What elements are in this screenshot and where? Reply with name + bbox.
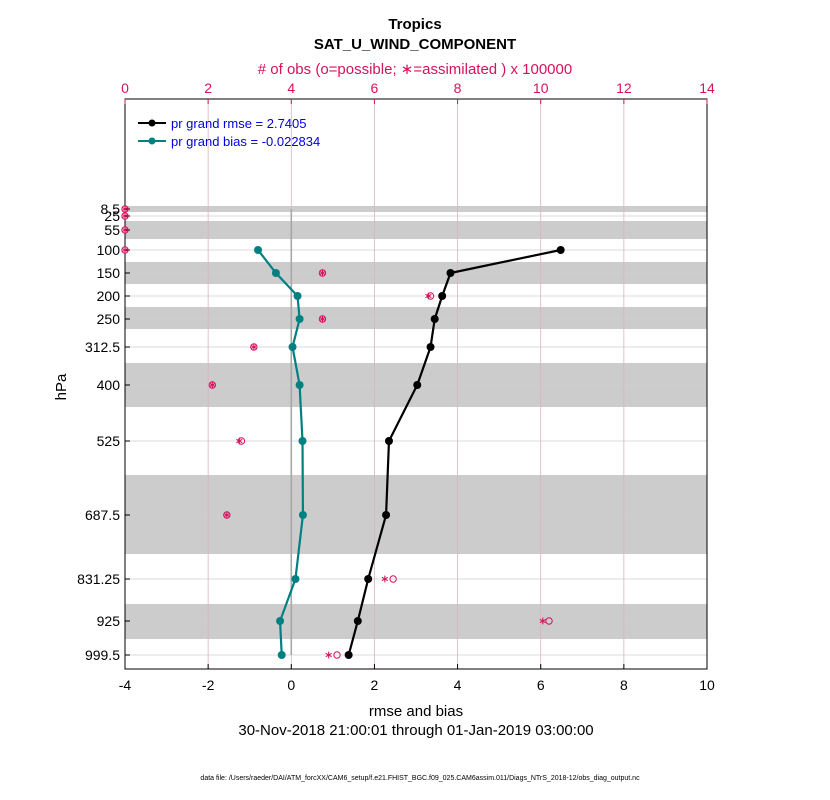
bias-point <box>271 269 280 277</box>
obs-possible-marker <box>333 651 341 659</box>
rmse-point <box>364 575 373 583</box>
pressure-band <box>125 307 707 329</box>
bottom-axis: -4 -2 0 2 4 6 8 10 <box>119 664 715 693</box>
bias-point <box>276 617 285 625</box>
x-tick-label: 8 <box>620 677 628 693</box>
obs-assimilated-marker <box>539 617 547 625</box>
y-tick-label: 525 <box>97 433 121 449</box>
x-tick-label: -4 <box>119 677 132 693</box>
y-tick-label: 925 <box>97 613 121 629</box>
footnote: data file: /Users/raeder/DAI/ATM_forcXX/… <box>200 775 640 782</box>
obs-assimilated-marker <box>223 511 231 519</box>
series-lines <box>254 246 565 659</box>
obs-possible-marker <box>545 617 553 625</box>
y-tick-label: 8.5 <box>101 201 121 217</box>
top-tick-label: 6 <box>371 80 379 96</box>
obs-possible-marker <box>426 292 435 300</box>
top-axis: 0 2 4 6 8 10 12 14 <box>121 80 715 104</box>
legend: pr grand rmse = 2.7405 pr grand bias = -… <box>138 116 320 149</box>
top-tick-label: 10 <box>533 80 549 96</box>
bias-point <box>295 315 304 323</box>
rmse-point <box>446 269 455 277</box>
rmse-point <box>438 292 447 300</box>
y-tick-label: 250 <box>97 311 121 327</box>
x-tick-label: -2 <box>202 677 215 693</box>
bias-point <box>295 381 304 389</box>
y-tick-label: 55 <box>104 222 120 238</box>
chart-title: Tropics <box>388 16 441 33</box>
obs-assimilated-marker <box>319 315 326 323</box>
pressure-band <box>125 604 707 639</box>
bias-point <box>291 575 300 583</box>
rmse-point <box>430 315 439 323</box>
obs-assimilated-marker <box>121 212 129 220</box>
bias-point <box>298 437 307 445</box>
top-tick-label: 2 <box>204 80 212 96</box>
date-range: 30-Nov-2018 21:00:01 through 01-Jan-2019… <box>238 722 593 739</box>
y-tick-label: 687.5 <box>85 507 120 523</box>
obs-assimilated-marker <box>381 575 389 583</box>
pressure-bands <box>125 206 707 639</box>
rmse-point <box>556 246 565 254</box>
plot-frame <box>124 98 708 670</box>
y-tick-label: 831.25 <box>77 571 120 587</box>
legend-bias-marker <box>148 137 156 145</box>
y-tick-label: 200 <box>97 288 121 304</box>
bias-point <box>277 651 286 659</box>
top-tick-label: 8 <box>454 80 462 96</box>
obs-assimilated-marker <box>319 269 326 277</box>
rmse-point <box>413 381 422 389</box>
top-tick-label: 12 <box>616 80 632 96</box>
obs-possible-marker <box>237 437 246 445</box>
obs-possible-marker <box>389 575 397 583</box>
pressure-band <box>125 475 707 554</box>
legend-bias-label: pr grand bias = -0.022834 <box>171 134 320 149</box>
legend-rmse-marker <box>148 119 156 127</box>
top-tick-label: 14 <box>699 80 715 96</box>
y-tick-label: 100 <box>97 242 121 258</box>
obs-assimilated-marker <box>425 292 432 300</box>
obs-assimilated-marker <box>250 343 258 351</box>
y-tick-label: 999.5 <box>85 647 120 663</box>
rmse-point <box>344 651 353 659</box>
x-tick-label: 6 <box>537 677 545 693</box>
bias-point <box>288 343 297 351</box>
legend-rmse-label: pr grand rmse = 2.7405 <box>171 116 307 131</box>
top-tick-label: 0 <box>121 80 129 96</box>
y-axis-label: hPa <box>53 373 70 400</box>
obs-assimilated-marker <box>121 246 129 254</box>
obs-assimilated-marker <box>121 205 129 213</box>
x-tick-label: 4 <box>454 677 462 693</box>
grid-lines <box>124 99 708 669</box>
bias-point <box>293 292 302 300</box>
chart-subtitle: SAT_U_WIND_COMPONENT <box>314 36 516 53</box>
top-tick-label: 4 <box>287 80 295 96</box>
x-tick-label: 10 <box>699 677 715 693</box>
obs-assimilated-marker <box>236 437 243 445</box>
x-axis-label: rmse and bias <box>369 703 463 720</box>
obs-markers <box>121 205 553 659</box>
y-tick-label: 150 <box>97 265 121 281</box>
obs-assimilated-marker <box>325 651 332 659</box>
x-tick-label: 2 <box>371 677 379 693</box>
bias-point <box>298 511 307 519</box>
rmse-point <box>426 343 435 351</box>
rmse-point <box>382 511 391 519</box>
rmse-point <box>353 617 362 625</box>
y-tick-label: 25 <box>104 208 120 224</box>
x-tick-label: 0 <box>287 677 295 693</box>
y-tick-label: 400 <box>97 377 121 393</box>
obs-assimilated-marker <box>121 226 129 234</box>
bias-point <box>254 246 263 254</box>
y-tick-label: 312.5 <box>85 339 120 355</box>
rmse-point <box>384 437 393 445</box>
top-axis-label: # of obs (o=possible; ∗=assimilated ) x … <box>258 61 572 78</box>
obs-assimilated-marker <box>209 381 216 389</box>
